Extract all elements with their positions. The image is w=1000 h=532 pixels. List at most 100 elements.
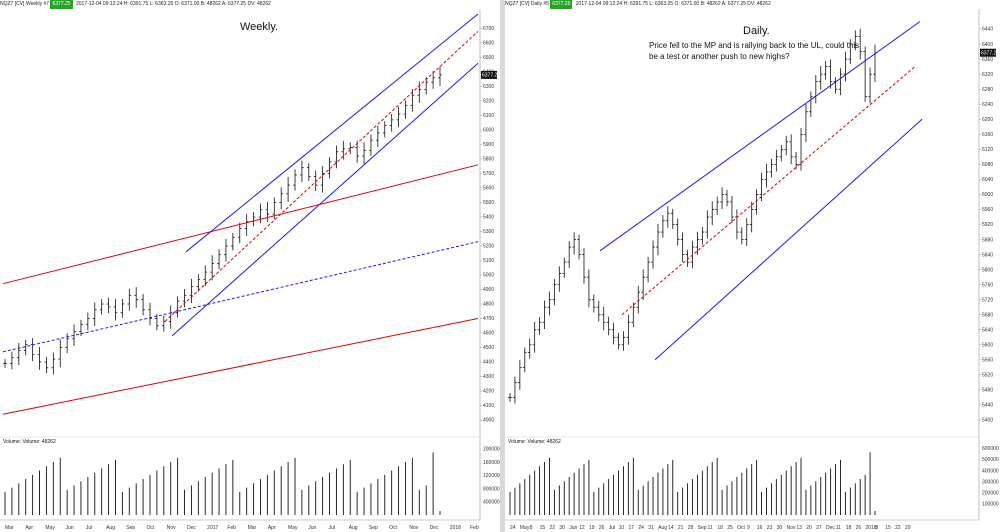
ohlc-bar [265, 201, 270, 222]
ohlc-bar [320, 166, 325, 193]
ohlc-bar [210, 255, 214, 281]
ohlc-bar [362, 142, 366, 165]
ohlc-bar [293, 169, 297, 191]
time-tick-label: 22 [895, 525, 901, 531]
ohlc-bar [58, 339, 63, 368]
time-tick-label: 18 [717, 525, 723, 531]
time-tick-label: 22 [550, 525, 556, 531]
time-tick-label: Oct [389, 525, 397, 531]
time-tick-label: 24 [638, 525, 644, 531]
time-tick-label: Aug [349, 525, 358, 531]
volume-label: Volume: Volume: 48262 [3, 439, 56, 445]
ohlc-bar [843, 51, 848, 82]
last-price-tag [980, 48, 996, 57]
long-term-midpoint-line [2, 241, 479, 353]
ohlc-bar [848, 39, 853, 64]
pane-divider[interactable] [500, 0, 505, 532]
price-tick-label: 4600 [483, 331, 494, 337]
ohlc-bar [685, 249, 690, 267]
price-tick-label: 6400 [982, 42, 993, 48]
ohlc-bar [596, 300, 601, 322]
long-term-lower-line [2, 318, 479, 415]
ohlc-bar [646, 256, 650, 283]
ohlc-bar [873, 44, 877, 83]
ohlc-bar [141, 294, 145, 316]
ohlc-bar [113, 299, 118, 321]
price-tick-label: 5960 [982, 207, 993, 213]
price-tick-label: 5560 [982, 358, 993, 364]
time-tick-label: 17 [629, 525, 635, 531]
daily-chart-pane[interactable]: NQZ7 [CV] Daily #5 6377.25 2017-12-04 09… [505, 0, 1000, 532]
ohlc-bar [30, 338, 35, 362]
ohlc-bar [389, 113, 394, 132]
price-tick-label: 6200 [483, 99, 494, 105]
long-term-upper-line [2, 164, 479, 285]
ohlc-bar [196, 274, 201, 292]
price-tick-label: 4100 [483, 403, 494, 409]
ohlc-bar [749, 201, 754, 233]
time-tick-label: Dec [826, 525, 835, 531]
ohlc-bar [23, 339, 28, 356]
time-tick-label: Apr [25, 525, 33, 531]
volume-tick-label: 800000 [483, 486, 500, 492]
ohlc-bar [231, 232, 235, 251]
price-tick-label: 6000 [982, 192, 993, 198]
price-tick-label: 5100 [483, 258, 494, 264]
ohlc-bar [809, 91, 813, 117]
price-tick-label: 6040 [982, 177, 993, 183]
time-tick-label: May [288, 525, 298, 531]
ohlc-bar [334, 145, 339, 169]
ohlc-bar [155, 314, 159, 331]
ohlc-bar [592, 294, 596, 313]
time-tick-label: 14 [668, 525, 674, 531]
time-tick-label: 15 [885, 525, 891, 531]
last-price-tag [481, 70, 497, 79]
time-tick-label: 2018 [450, 525, 461, 531]
ohlc-bar [527, 338, 532, 359]
channel-upper-line [599, 21, 921, 252]
price-tick-label: 5720 [982, 297, 993, 303]
daily-chart-svg[interactable]: 5400 5440 5480 5520 5560 5600 5640 5680 5720 5760… [505, 0, 1000, 532]
time-tick-label: 13 [796, 525, 802, 531]
price-tick-label: 4800 [483, 302, 494, 308]
price-tick-label: 5680 [982, 312, 993, 318]
ohlc-bar [134, 287, 138, 308]
volume-tick-label: 1600000 [483, 460, 500, 466]
time-tick-label: Nov [787, 525, 796, 531]
price-tick-label: 5440 [982, 403, 993, 409]
time-tick-label: 2018 [866, 525, 877, 531]
price-tick-label: 5480 [982, 388, 993, 394]
time-tick-label: 9 [747, 525, 750, 531]
chart-title: Daily. [743, 25, 770, 37]
weekly-chart-pane[interactable]: NQZ7 [CV] Weekly #7 6377.25 2017-12-04 0… [0, 0, 500, 532]
time-tick-label: 30 [559, 525, 565, 531]
ohlc-bar [532, 321, 537, 353]
ohlc-bar [823, 61, 828, 80]
time-tick-label: 10 [619, 525, 625, 531]
ohlc-bar [547, 291, 552, 316]
ohlc-bar [818, 65, 823, 90]
time-tick-label: Jul [86, 525, 92, 531]
time-tick-label: 21 [678, 525, 684, 531]
channel-midpoint-line [621, 66, 916, 316]
ohlc-bar [853, 30, 858, 51]
price-tick-label: 5500 [483, 200, 494, 206]
ohlc-bar [431, 71, 435, 89]
annotation-line-1: Price fell to the MP and is rallying bac… [649, 41, 859, 50]
time-tick-label: 11 [836, 525, 841, 531]
time-tick-label: Jun [308, 525, 316, 531]
ohlc-bar [675, 218, 680, 246]
price-tick-label: 6600 [483, 41, 494, 47]
time-tick-label: 26 [856, 525, 862, 531]
time-tick-label: Dec [430, 525, 439, 531]
time-tick-label: Dec [187, 525, 196, 531]
weekly-chart-svg[interactable]: 4000 4100 4200 4300 4400 4500 4600 4700 4800 4900… [0, 0, 500, 532]
volume-tick-label: 600000 [982, 446, 999, 452]
channel-lower-line [654, 118, 923, 361]
ohlc-bar [10, 351, 14, 370]
price-tick-label: 5600 [483, 186, 494, 192]
ohlc-bar [542, 300, 547, 329]
ohlc-bar [217, 249, 221, 269]
volume-tick-label: 400000 [483, 499, 500, 505]
time-tick-label: 24 [510, 525, 516, 531]
